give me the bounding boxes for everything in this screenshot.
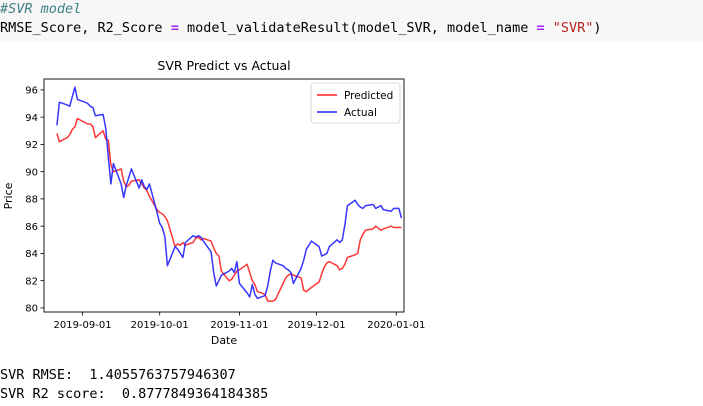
legend-label-actual: Actual [344,107,377,119]
chart: SVR Predict vs Actual 80 82 84 86 88 90 92 94 96… [2,58,425,347]
console-output: SVR RMSE: 1.4055763757946307 SVR R2 score… [0,366,268,404]
y-tick-label: 84 [25,249,38,260]
code-operator-kwarg: = [536,20,545,36]
code-line-comment: #SVR model [0,0,703,19]
y-axis-ticks: 80 82 84 86 88 90 92 94 96 [25,86,44,315]
code-cell[interactable]: #SVR model RMSE_Score, R2_Score = model_… [0,0,703,42]
code-operator-assign: = [170,20,179,36]
series-line-predicted [56,117,402,302]
legend: Predicted Actual [310,82,401,124]
series-layer [56,86,403,302]
y-tick-label: 80 [25,304,38,315]
rmse-output-line: SVR RMSE: 1.4055763757946307 [0,367,236,383]
x-tick-label: 2020-01-01 [367,320,425,331]
x-tick-label: 2019-10-01 [131,320,189,331]
x-axis-ticks: 2019-09-01 2019-10-01 2019-11-01 2019-12-01… [54,312,425,331]
r2-output-line: SVR R2 score: 0.8777849364184385 [0,386,269,402]
code-close-paren: ) [593,20,602,36]
y-tick-label: 88 [25,195,38,206]
y-tick-label: 94 [25,113,38,124]
chart-title: SVR Predict vs Actual [157,58,290,73]
x-tick-label: 2019-09-01 [54,320,112,331]
code-comment: #SVR model [0,1,82,17]
output-area: SVR Predict vs Actual 80 82 84 86 88 90 92 94 96… [0,48,703,406]
y-tick-label: 96 [25,86,38,97]
legend-label-predicted: Predicted [344,90,393,102]
y-tick-label: 82 [25,276,38,287]
code-line-call: RMSE_Score, R2_Score = model_validateRes… [0,19,703,38]
x-tick-label: 2019-11-01 [210,320,268,331]
y-tick-label: 90 [25,167,38,178]
y-axis-label: Price [2,182,15,209]
axes-frame [43,78,405,313]
code-space [545,20,553,36]
x-tick-label: 2019-12-01 [288,320,346,331]
y-tick-label: 92 [25,140,38,151]
code-assign-targets: RMSE_Score, R2_Score [0,20,171,36]
code-string-literal: "SVR" [552,20,594,36]
series-line-actual [56,86,403,300]
y-tick-label: 86 [25,222,38,233]
x-axis-label: Date [211,334,238,347]
legend-box [310,82,401,124]
code-function-call: model_validateResult(model_SVR, model_na… [178,20,537,36]
